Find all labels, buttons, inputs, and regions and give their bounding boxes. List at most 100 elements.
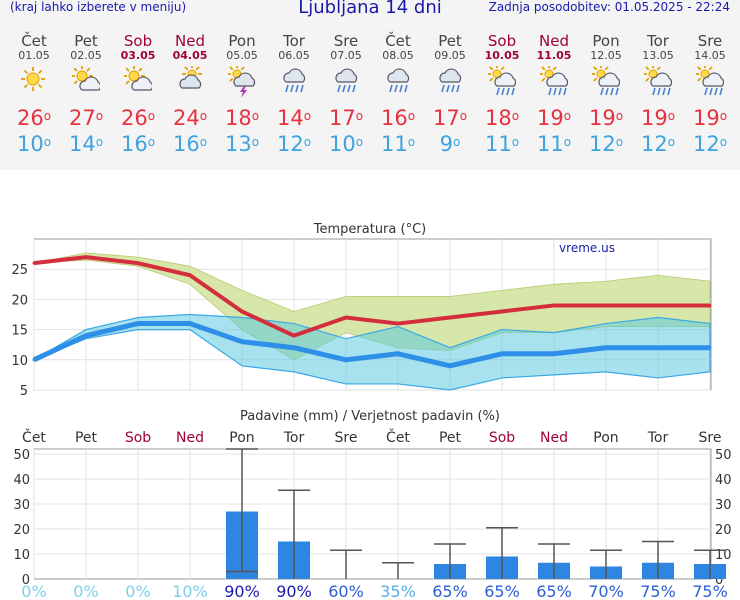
max-temperature: 17o (432, 106, 468, 130)
min-temperature-point (344, 358, 348, 362)
min-temperature-point (136, 322, 140, 326)
day-date: 03.05 (120, 49, 156, 62)
max-temperature: 19o (640, 106, 676, 130)
y-tick-label: 20 (13, 523, 30, 538)
day-date: 13.05 (642, 49, 674, 62)
day-column: Sre 14.05 19o 12o (684, 32, 736, 157)
min-temperature-point (396, 352, 400, 356)
y-tick-label-right: 0 (715, 573, 723, 588)
max-temperature: 14o (276, 106, 312, 130)
min-temperature-point (552, 352, 556, 356)
min-temperature: 12o (276, 132, 312, 156)
x-tick-label: Sob (489, 430, 515, 446)
min-temperature: 14o (68, 132, 104, 156)
y-tick-label-right: 20 (715, 523, 732, 538)
precipitation-probability: 65% (484, 582, 520, 600)
page-title: Ljubljana 14 dni (298, 0, 442, 18)
min-temperature-point (188, 322, 192, 326)
sun-cloud-icon (112, 62, 164, 104)
min-temperature: 12o (640, 132, 676, 156)
y-tick-label: 30 (13, 498, 30, 513)
day-name: Čet (21, 32, 47, 50)
day-date: 10.05 (484, 49, 520, 62)
min-temperature-point (32, 358, 36, 362)
day-column: Pet 02.05 27o 14o (60, 32, 112, 157)
day-date: 07.05 (330, 49, 362, 62)
day-name: Sre (333, 32, 359, 50)
min-temperature: 16o (120, 132, 156, 156)
max-temperature: 24o (172, 106, 208, 130)
day-column: Ned 11.05 19o 11o (528, 32, 580, 157)
day-date: 11.05 (536, 49, 572, 62)
precipitation-probability: 65% (536, 582, 572, 600)
max-temperature-point (500, 309, 504, 313)
day-column: Pet 09.05 17o 9o (424, 32, 476, 157)
x-tick-label: Sob (125, 430, 151, 446)
x-tick-label: Tor (647, 430, 669, 446)
temperature-chart: 5 10 15 20 25 Temperatura (°C) vreme.us (11, 222, 712, 395)
sun-rain-icon (476, 62, 528, 104)
x-tick-label: Ned (176, 430, 204, 446)
max-temperature-line (33, 255, 710, 338)
temperature-chart-title: Temperatura (°C) (313, 222, 426, 237)
precipitation-probability: 0% (73, 582, 98, 600)
day-name: Sre (697, 32, 723, 50)
min-temperature: 12o (692, 132, 728, 156)
max-temperature-point (656, 303, 660, 307)
max-temperature: 26o (120, 106, 156, 130)
region-menu-note[interactable]: (kraj lahko izberete v meniju) (10, 0, 187, 14)
min-temperature: 16o (172, 132, 208, 156)
precipitation-probability: 90% (276, 582, 312, 600)
sun-rain-icon (528, 62, 580, 104)
x-tick-label: Ned (540, 430, 568, 446)
precipitation-probability: 10% (172, 582, 208, 600)
day-date: 08.05 (382, 49, 414, 62)
sun-rain-icon (580, 62, 632, 104)
y-tick-label-right: 40 (715, 473, 732, 488)
min-temperature: 9o (439, 132, 461, 156)
y-tick-label: 25 (11, 263, 28, 278)
day-date: 05.05 (226, 49, 258, 62)
max-temperature-point (604, 303, 608, 307)
cloud-rain-icon (424, 62, 476, 104)
min-temperature-point (500, 352, 504, 356)
day-date: 12.05 (590, 49, 622, 62)
min-temperature-point (656, 346, 660, 350)
x-tick-label: Sre (335, 430, 358, 446)
day-column: Ned 04.05 24o 16o (164, 32, 216, 157)
day-date: 01.05 (18, 49, 50, 62)
cloud-rain-icon (320, 62, 372, 104)
y-tick-label: 0 (22, 573, 30, 588)
max-temperature: 27o (68, 106, 104, 130)
day-date: 02.05 (70, 49, 102, 62)
min-temperature: 11o (380, 132, 416, 156)
min-temperature: 10o (328, 132, 364, 156)
precipitation-chart-title: Padavine (mm) / Verjetnost padavin (%) (240, 409, 500, 424)
day-name: Pon (592, 32, 620, 50)
thunderstorm-icon (216, 62, 268, 104)
precipitation-probability: 90% (224, 582, 260, 600)
x-tick-label: Pet (439, 430, 462, 446)
day-column: Čet 08.05 16o 11o (372, 32, 424, 157)
min-temperature-point (604, 346, 608, 350)
max-temperature-point (344, 316, 348, 320)
min-temperature-point (240, 340, 244, 344)
plot-area (33, 448, 712, 580)
max-temperature-point (84, 255, 88, 259)
day-column: Sob 03.05 26o 16o (112, 32, 164, 157)
sun-cloud-icon (60, 62, 112, 104)
watermark: vreme.us (559, 241, 615, 255)
day-date: 06.05 (278, 49, 310, 62)
min-temperature-point (448, 364, 452, 368)
precipitation-probability: 0% (125, 582, 150, 600)
sun-icon (8, 62, 60, 104)
max-temperature-point (136, 261, 140, 265)
min-temperature: 13o (224, 132, 260, 156)
x-tick-label: Čet (22, 428, 46, 446)
x-tick-label: Pet (75, 430, 98, 446)
cloud-rain-icon (268, 62, 320, 104)
x-tick-label: Pon (593, 430, 618, 446)
day-column: Tor 06.05 14o 12o (268, 32, 320, 157)
y-tick-label-right: 10 (715, 548, 732, 563)
min-temperature: 10o (16, 132, 52, 156)
